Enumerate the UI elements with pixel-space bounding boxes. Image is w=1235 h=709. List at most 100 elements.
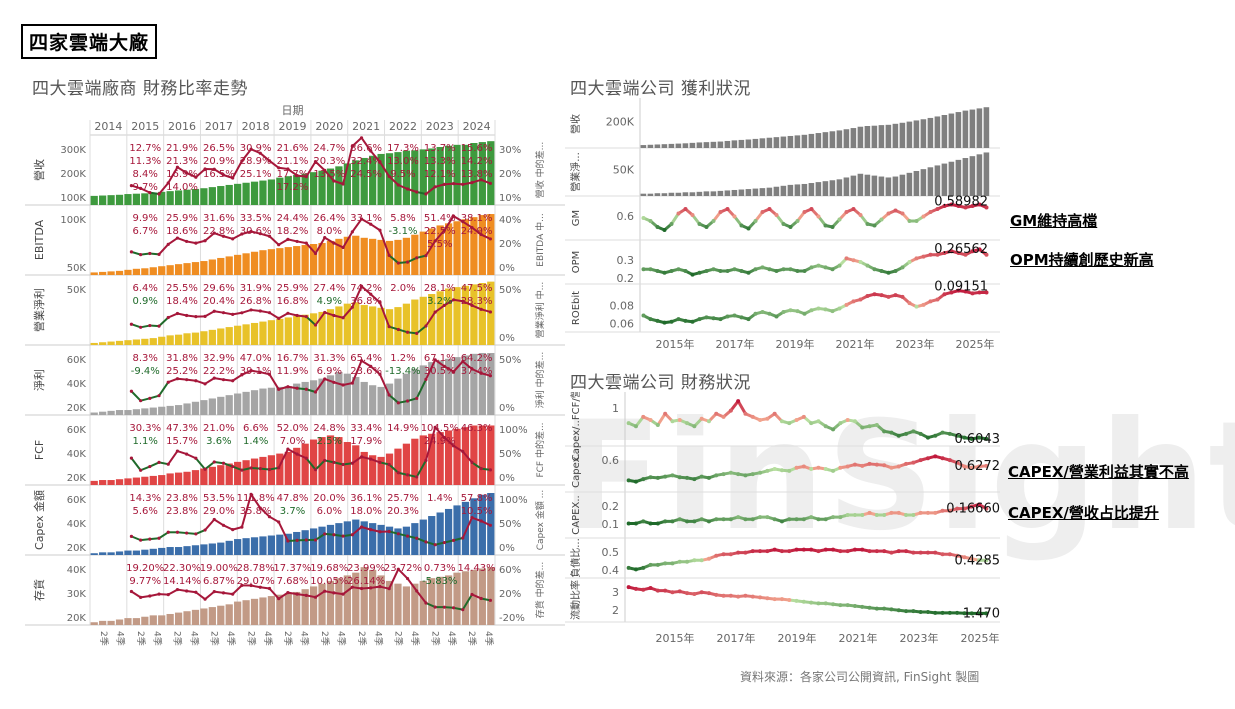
ratio-line-segment	[204, 377, 215, 385]
ratio-point	[838, 515, 843, 520]
bar	[369, 155, 377, 205]
ratio-line-segment	[416, 325, 427, 335]
ratio-point	[874, 606, 879, 611]
ratio-line-segment	[268, 235, 280, 246]
ratio-point	[157, 324, 161, 328]
ratio-point	[405, 473, 410, 477]
end-value-label: 0.6272	[955, 459, 1001, 474]
row-label: Capex/..FCF/營...	[569, 392, 582, 461]
data-label: 17.37%	[273, 563, 311, 574]
data-label: -13.4%	[385, 366, 420, 377]
bar	[920, 119, 927, 148]
quarter-tick-label: 2季	[172, 631, 184, 646]
ratio-point	[772, 517, 777, 522]
bar	[983, 152, 990, 196]
ratio-point	[947, 431, 952, 436]
ratio-line-segment	[268, 160, 280, 169]
y2-axis-title: 營業淨利 中...	[534, 282, 546, 338]
bar	[259, 250, 267, 275]
bar	[822, 181, 829, 196]
bar	[871, 175, 878, 196]
ratio-point	[947, 458, 952, 463]
ratio-point	[860, 463, 865, 468]
bar	[335, 166, 343, 205]
ratio-line-segment	[167, 588, 178, 596]
ratio-point	[721, 517, 726, 522]
bar	[124, 194, 132, 205]
bar	[394, 239, 402, 275]
ratio-point	[313, 251, 318, 256]
row-label: 存貨	[32, 579, 46, 601]
ratio-line-segment	[480, 233, 491, 240]
quarter-tick-label: 2季	[393, 631, 405, 646]
ratio-point	[779, 549, 784, 554]
ratio-point	[955, 610, 960, 615]
bar	[487, 567, 495, 625]
end-value-label: 0.6043	[955, 432, 1001, 447]
y2-axis-title: Capex 金額 ...	[534, 490, 546, 551]
data-label: 28.1%	[424, 283, 456, 294]
ratio-point	[904, 431, 909, 436]
ratio-point	[277, 520, 281, 524]
ratio-line-segment	[167, 377, 178, 384]
ratio-line-segment	[131, 250, 141, 256]
bar	[892, 123, 899, 148]
bar	[962, 110, 969, 148]
y-tick-label: 50K	[67, 285, 87, 296]
ratio-point	[641, 216, 646, 220]
bar	[794, 135, 801, 148]
bar	[326, 309, 335, 345]
bar	[115, 410, 124, 415]
ratio-point	[732, 214, 737, 219]
y2-tick-label: 20%	[499, 169, 521, 180]
ratio-line-segment	[388, 394, 399, 404]
ratio-point	[641, 477, 646, 482]
ratio-point	[872, 292, 877, 297]
ratio-point	[816, 306, 821, 311]
bar	[402, 526, 411, 555]
ratio-line-segment	[232, 465, 243, 472]
ratio-line-segment	[296, 453, 307, 460]
ratio-point	[758, 515, 763, 520]
ratio-point	[779, 597, 784, 602]
ratio-line-segment	[278, 238, 289, 246]
data-label: 6.4%	[133, 283, 158, 294]
bar	[301, 530, 309, 555]
ratio-line-segment	[287, 168, 298, 177]
bar	[293, 174, 301, 205]
ratio-point	[655, 269, 660, 273]
data-label: 20.4%	[203, 296, 235, 307]
ratio-point	[706, 419, 711, 424]
bar	[191, 470, 200, 485]
ratio-point	[341, 316, 345, 320]
bar	[234, 183, 242, 205]
bar	[773, 137, 780, 148]
ratio-line-segment	[425, 311, 437, 327]
bar	[402, 373, 411, 415]
data-label: 14.14%	[163, 576, 201, 587]
bar	[301, 443, 309, 485]
ratio-point	[405, 330, 410, 334]
bar	[759, 188, 766, 196]
bar	[259, 597, 267, 625]
ratio-point	[772, 547, 777, 552]
ratio-point	[185, 531, 189, 535]
ratio-point	[350, 305, 354, 309]
y2-axis-title: 營收 中的差...	[534, 142, 546, 198]
ratio-point	[889, 430, 894, 435]
bar	[124, 618, 132, 625]
ratio-point	[743, 517, 748, 522]
bar	[470, 569, 478, 625]
ratio-point	[258, 370, 262, 374]
data-label: 21.1%	[277, 156, 309, 167]
ratio-point	[221, 461, 226, 465]
data-label: 37.4%	[461, 366, 493, 377]
ratio-line-segment	[416, 537, 427, 543]
ratio-line-segment	[167, 450, 179, 465]
bar	[318, 437, 326, 485]
bar	[309, 244, 318, 275]
ratio-point	[359, 284, 364, 288]
bar	[436, 291, 444, 345]
data-label: 23.72%	[384, 563, 422, 574]
y-tick-label: 20K	[67, 543, 87, 554]
